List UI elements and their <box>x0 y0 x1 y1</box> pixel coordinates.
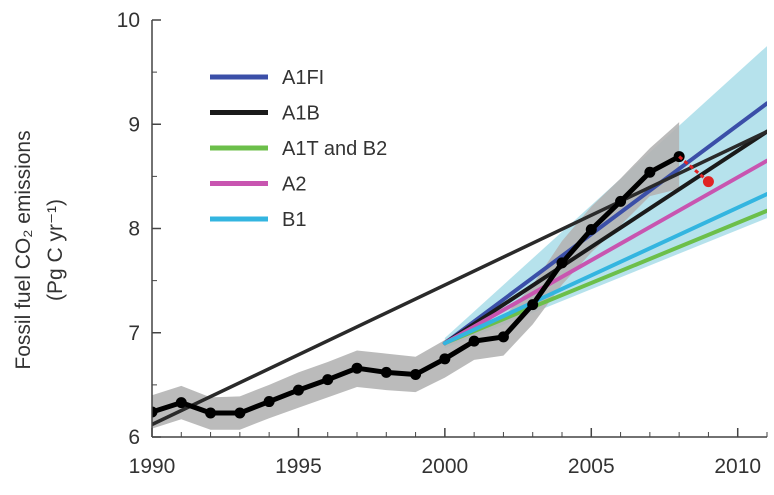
observed-point <box>556 257 568 269</box>
observed-point <box>234 407 246 419</box>
scenario-line-b1 <box>442 192 767 346</box>
x-tick-label: 2005 <box>568 455 615 478</box>
scenario-line-a2 <box>442 158 767 346</box>
legend-label: B1 <box>282 209 306 231</box>
scenario-line-a1fi <box>442 101 767 346</box>
trend-line-layer <box>152 129 767 427</box>
y-tick-label: 9 <box>128 113 140 136</box>
observed-point <box>205 407 217 419</box>
y-tick-label: 10 <box>117 9 140 32</box>
observed-point <box>322 374 334 386</box>
trend-line <box>152 129 767 427</box>
y-tick-label: 7 <box>128 322 140 345</box>
projection-2009-point <box>702 176 714 188</box>
legend: A1FI A1B A1T and B2 A2 B1 <box>210 67 387 231</box>
observed-point <box>175 397 187 409</box>
observed-point <box>615 195 627 207</box>
y-tick-label: 6 <box>128 426 140 449</box>
x-tick-label: 1995 <box>275 455 322 478</box>
y-tick-label: 8 <box>128 218 140 241</box>
legend-label: A1T and B2 <box>282 138 387 160</box>
scenario-line-a1b <box>442 129 767 346</box>
observed-point <box>351 362 363 374</box>
x-tick-label: 1990 <box>129 455 176 478</box>
x-tick-label: 2000 <box>421 455 468 478</box>
x-tick-label: 2010 <box>714 455 761 478</box>
y-axis-label: Fossil fuel CO₂ emissions <box>12 130 35 369</box>
legend-label: A1B <box>282 103 320 125</box>
observed-point <box>410 368 422 380</box>
observed-point <box>439 353 451 365</box>
observed-point <box>527 299 539 311</box>
axes: 1990 1995 2000 2005 2010 6 7 8 9 10 <box>117 9 768 478</box>
y-axis-unit-label: (Pg C yr⁻¹) <box>44 199 67 301</box>
observed-point <box>263 396 275 408</box>
observed-point <box>497 331 509 343</box>
legend-label: A2 <box>282 174 306 196</box>
observed-point <box>585 224 597 236</box>
observed-point <box>380 366 392 378</box>
observed-series <box>152 151 714 419</box>
observed-point <box>468 335 480 347</box>
observed-point <box>152 406 158 418</box>
scenario-lines <box>442 101 767 346</box>
legend-label: A1FI <box>282 67 324 89</box>
observed-point <box>644 166 656 178</box>
scenario-line-a1t-and-b2 <box>442 208 767 346</box>
observed-point <box>292 384 304 396</box>
